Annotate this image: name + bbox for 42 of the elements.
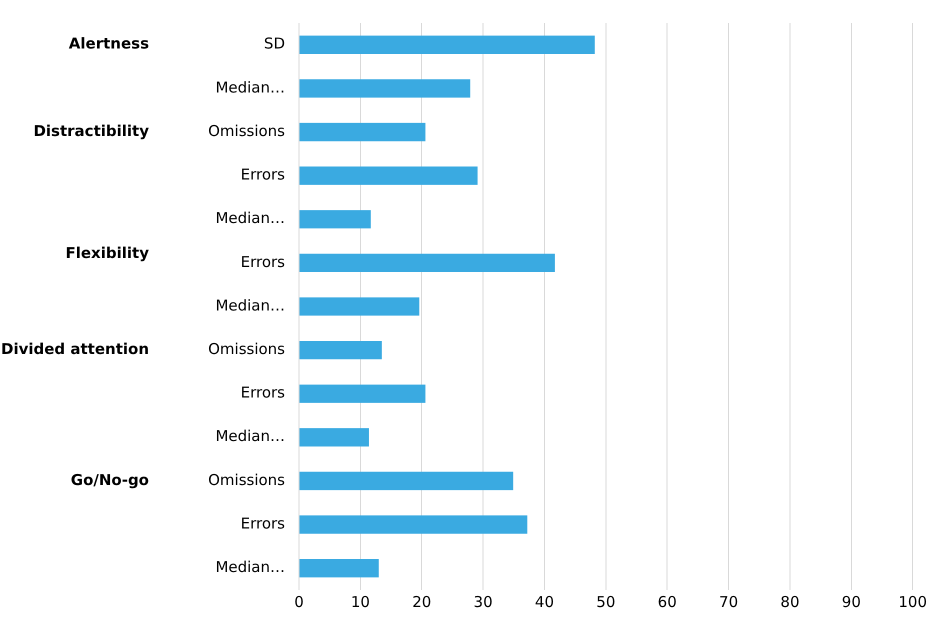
x-tick-label: 60 bbox=[658, 592, 677, 611]
bar bbox=[300, 254, 555, 272]
y-tick-label: Median… bbox=[215, 78, 285, 96]
x-tick-label: 100 bbox=[898, 592, 928, 611]
x-tick-label: 20 bbox=[412, 592, 432, 611]
bar bbox=[300, 428, 369, 447]
y-tick-label: Errors bbox=[240, 252, 286, 271]
bar bbox=[300, 297, 420, 316]
y-tick-label: Median… bbox=[215, 427, 285, 446]
x-tick-label: 90 bbox=[842, 592, 861, 611]
y-tick-label: Errors bbox=[240, 514, 286, 532]
x-tick-label: 0 bbox=[294, 592, 304, 611]
bar bbox=[300, 122, 426, 142]
text: Alertness bbox=[68, 34, 150, 53]
y-tick-label: Omissions bbox=[208, 122, 286, 140]
bar bbox=[300, 210, 371, 228]
bar bbox=[300, 384, 426, 403]
y-tick-label: Omissions bbox=[208, 340, 286, 358]
x-tick-label: 80 bbox=[780, 592, 800, 611]
text: Go/No-go bbox=[70, 470, 149, 489]
x-tick-label: 10 bbox=[350, 592, 370, 611]
y-tick-label: Errors bbox=[240, 384, 286, 402]
text: Flexibility bbox=[66, 244, 150, 262]
y-tick-label: Median… bbox=[215, 209, 285, 228]
x-tick-label: 40 bbox=[534, 592, 554, 611]
y-tick-label: Errors bbox=[240, 166, 286, 184]
bar bbox=[300, 559, 379, 578]
x-tick-label: 30 bbox=[474, 592, 493, 611]
bar bbox=[300, 515, 528, 534]
bar bbox=[300, 79, 470, 98]
y-tick-label: SD bbox=[264, 34, 285, 53]
y-tick-label: Median… bbox=[215, 296, 285, 314]
bar bbox=[300, 36, 595, 54]
y-tick-label: Median… bbox=[215, 558, 285, 576]
text: Distractibility bbox=[33, 122, 150, 140]
bar bbox=[300, 340, 382, 360]
bar bbox=[300, 166, 478, 185]
bar bbox=[300, 472, 514, 490]
x-tick-label: 70 bbox=[719, 592, 738, 611]
y-tick-label: Omissions bbox=[208, 470, 286, 489]
x-tick-label: 50 bbox=[596, 592, 616, 611]
text: Divided attention bbox=[1, 340, 149, 358]
